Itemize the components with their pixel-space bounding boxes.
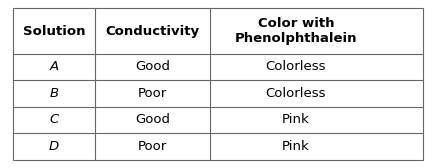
Text: Poor: Poor — [138, 87, 167, 100]
Text: D: D — [49, 140, 59, 153]
Text: Solution: Solution — [23, 25, 85, 38]
Text: Poor: Poor — [138, 140, 167, 153]
Text: Colorless: Colorless — [266, 87, 326, 100]
Text: A: A — [50, 60, 58, 73]
Text: Good: Good — [135, 113, 170, 126]
Text: Color with
Phenolphthalein: Color with Phenolphthalein — [235, 17, 357, 45]
Text: C: C — [49, 113, 59, 126]
Text: B: B — [50, 87, 58, 100]
Text: Colorless: Colorless — [266, 60, 326, 73]
Text: Pink: Pink — [282, 140, 310, 153]
Bar — [13, 8, 423, 160]
Text: Good: Good — [135, 60, 170, 73]
Text: Pink: Pink — [282, 113, 310, 126]
Text: Conductivity: Conductivity — [106, 25, 200, 38]
